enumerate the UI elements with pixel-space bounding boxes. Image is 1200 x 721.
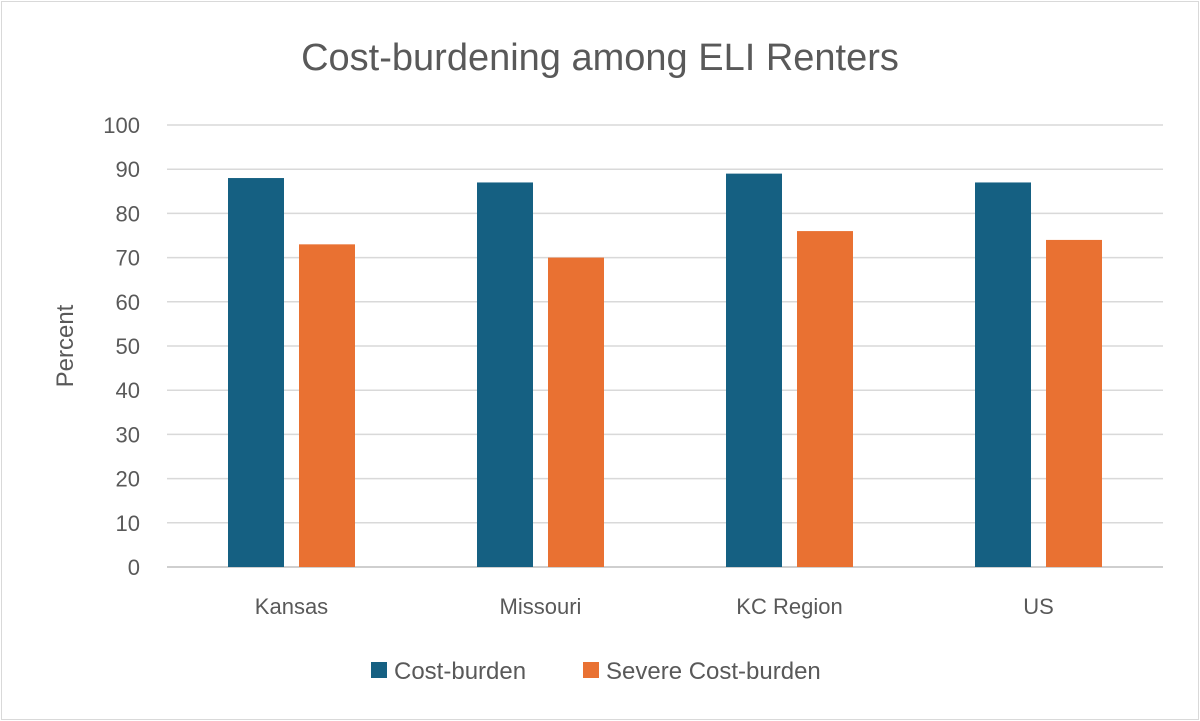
legend-swatch (371, 662, 387, 678)
y-tick-label: 40 (116, 378, 140, 403)
x-tick-label: Missouri (500, 594, 582, 619)
bar-cost-burden-us (975, 182, 1031, 567)
legend-label: Cost-burden (394, 658, 526, 685)
x-tick-label: Kansas (255, 594, 328, 619)
bars (228, 173, 1102, 568)
y-tick-label: 80 (116, 201, 140, 226)
legend-swatch (583, 662, 599, 678)
bar-severe-cost-burden-missouri (548, 257, 604, 567)
bar-cost-burden-missouri (477, 182, 533, 567)
legend-label: Severe Cost-burden (606, 658, 821, 685)
x-tick-label: KC Region (736, 594, 842, 619)
y-tick-labels: 0 10 20 30 40 50 60 70 80 90 100 (103, 113, 140, 580)
y-tick-label: 10 (116, 511, 140, 536)
x-tick-label: US (1023, 594, 1054, 619)
bar-severe-cost-burden-kc-region (797, 231, 853, 567)
bar-severe-cost-burden-us (1046, 239, 1102, 568)
bar-severe-cost-burden-kansas (299, 244, 355, 567)
y-axis-label: Percent (52, 304, 79, 387)
bar-cost-burden-kansas (228, 178, 284, 568)
legend: Cost-burden Severe Cost-burden (371, 658, 821, 685)
y-tick-label: 30 (116, 422, 140, 447)
y-tick-label: 90 (116, 157, 140, 182)
y-tick-label: 100 (103, 113, 140, 138)
x-tick-labels: Kansas Missouri KC Region US (255, 594, 1054, 619)
y-tick-label: 0 (128, 555, 140, 580)
chart-title: Cost-burdening among ELI Renters (301, 37, 899, 79)
y-tick-label: 50 (116, 334, 140, 359)
y-tick-label: 60 (116, 290, 140, 315)
y-tick-label: 70 (116, 246, 140, 271)
bar-cost-burden-kc-region (726, 173, 782, 567)
y-tick-label: 20 (116, 467, 140, 492)
